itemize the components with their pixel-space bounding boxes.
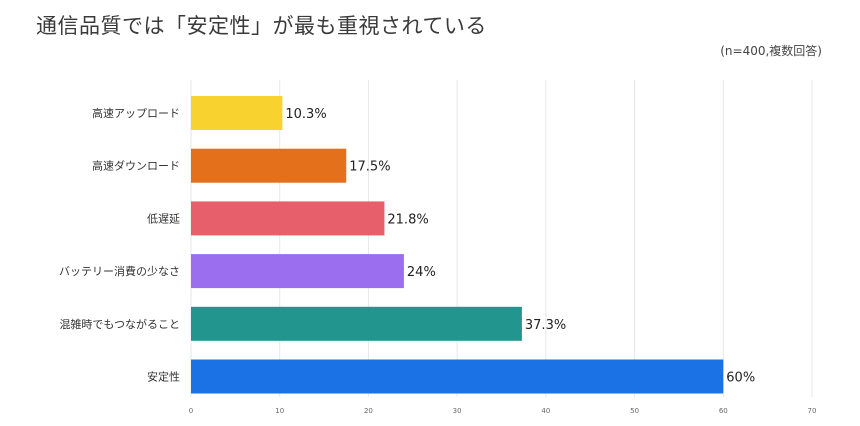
bar	[191, 359, 724, 394]
x-tick-label: 30	[453, 407, 462, 415]
x-tick-label: 0	[189, 407, 193, 415]
category-labels: 高速アップロード高速ダウンロード低遅延バッテリー消費の少なさ混雑時でもつながるこ…	[59, 106, 180, 384]
category-label: 安定性	[147, 370, 180, 384]
bar	[191, 254, 404, 289]
x-tick-label: 60	[719, 407, 728, 415]
bar	[191, 306, 522, 341]
value-labels: 10.3% 17.5% 21.8% 24% 37.3% 60%	[285, 107, 755, 386]
category-label: 混雑時でもつながること	[59, 317, 180, 331]
value-label: 24%	[407, 265, 436, 280]
value-label: 37.3%	[525, 318, 566, 333]
bar	[191, 96, 283, 130]
chart-title: 通信品質では「安定性」が最も重視されている	[36, 14, 487, 38]
bar	[191, 201, 385, 236]
x-tick-labels: 0 10 20 30 40 50 60 70	[189, 407, 817, 415]
category-label: 低遅延	[147, 212, 180, 225]
x-tick-label: 10	[275, 407, 284, 415]
value-label: 17.5%	[349, 160, 390, 175]
bars	[191, 96, 724, 394]
sample-note: (n=400,複数回答)	[720, 44, 822, 58]
category-label: 高速アップロード	[92, 106, 180, 120]
x-tick-label: 20	[364, 407, 373, 415]
grid-lines	[190, 80, 813, 397]
bar	[191, 148, 347, 183]
x-tick-label: 40	[541, 407, 550, 415]
category-label: バッテリー消費の少なさ	[59, 264, 180, 278]
value-label: 60%	[726, 371, 755, 386]
value-label: 21.8%	[387, 212, 428, 227]
value-label: 10.3%	[285, 107, 326, 122]
x-tick-label: 50	[630, 407, 639, 415]
x-tick-label: 70	[808, 407, 817, 415]
category-label: 高速ダウンロード	[92, 159, 180, 173]
